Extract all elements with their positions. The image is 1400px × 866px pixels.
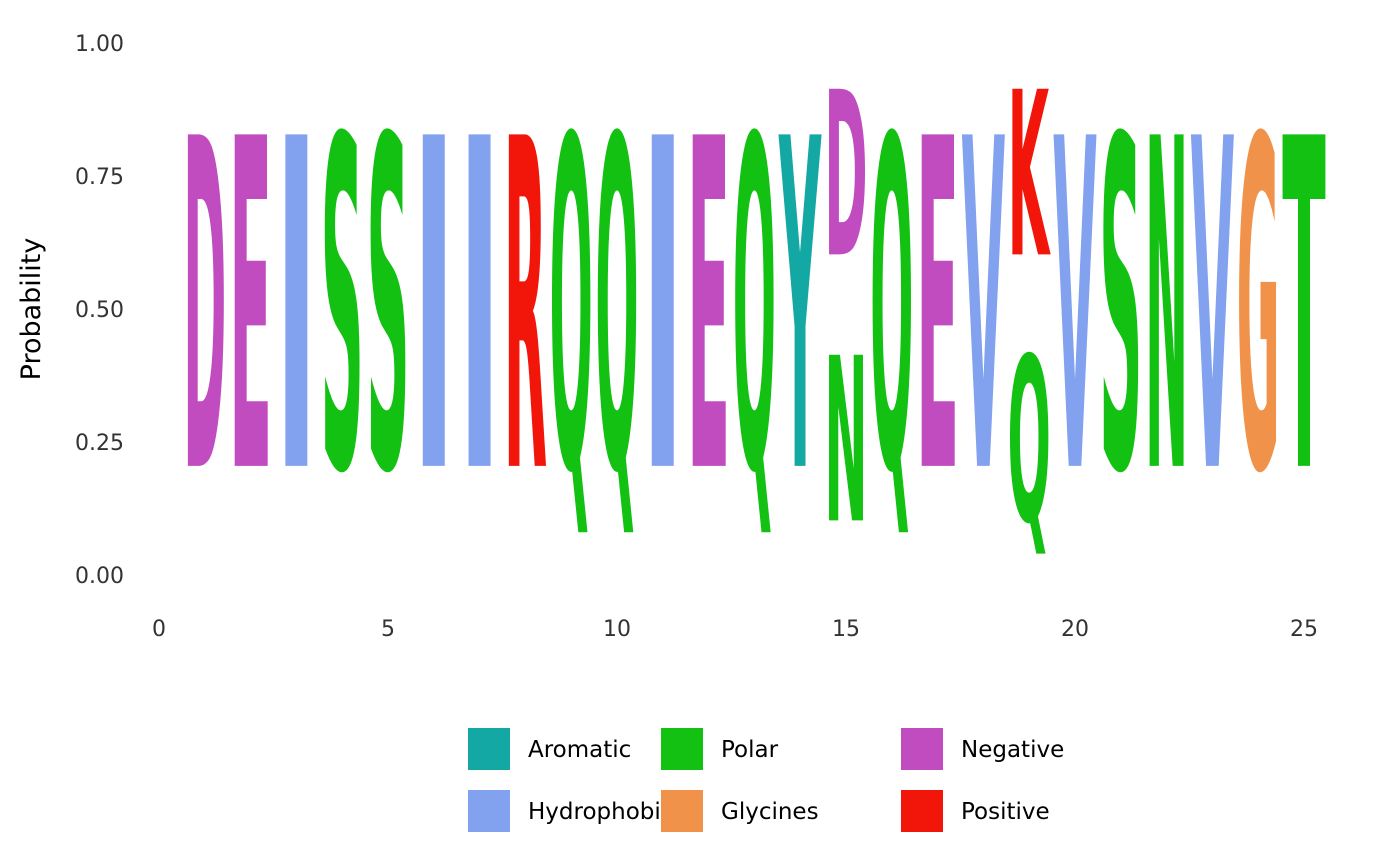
legend-swatch <box>468 790 510 832</box>
logo-letter-S-pos-4: S <box>320 45 364 574</box>
letter-glyph: G <box>1236 46 1280 574</box>
legend-item-negative: Negative <box>901 728 1064 770</box>
y-axis: 0.00 0.25 0.50 0.75 1.00 <box>75 32 124 589</box>
x-tick-label: 0 <box>152 617 166 642</box>
letter-glyph: S <box>320 45 364 574</box>
letter-glyph: R <box>504 45 548 574</box>
logo-letter-Q-pos-16: Q <box>870 46 914 574</box>
legend: Aromatic Hydrophobic Polar Glycines Negative… <box>468 728 1064 832</box>
letter-glyph: Q <box>595 46 639 574</box>
legend-item-aromatic: Aromatic <box>468 728 631 770</box>
letter-glyph: K <box>1007 44 1050 308</box>
logo-letter-K-pos-19: K <box>1007 44 1050 308</box>
letter-glyph: E <box>687 44 731 573</box>
y-tick-label: 1.00 <box>75 32 124 57</box>
legend-label: Glycines <box>721 799 819 825</box>
logo-letter-I-pos-6: I <box>412 45 456 574</box>
logo-letter-T-pos-25: T <box>1282 44 1326 573</box>
legend-item-polar: Polar <box>661 728 779 770</box>
logo-letter-V-pos-20: V <box>1053 45 1097 574</box>
letter-glyph: Q <box>1007 309 1051 574</box>
legend-swatch <box>661 728 703 770</box>
logo-letter-E-pos-12: E <box>687 44 731 573</box>
legend-label: Negative <box>961 737 1064 763</box>
legend-swatch <box>901 728 943 770</box>
letter-glyph: I <box>412 45 456 574</box>
legend-label: Positive <box>961 799 1050 825</box>
logo-letter-Q-pos-9: Q <box>549 46 593 574</box>
letter-glyph: D <box>183 46 227 574</box>
letter-glyph: Y <box>778 45 822 574</box>
y-tick-label: 0.00 <box>75 564 124 589</box>
logo-letter-G-pos-24: G <box>1236 46 1280 574</box>
letter-glyph: S <box>1099 45 1143 574</box>
x-tick-label: 15 <box>832 617 860 642</box>
letter-glyph: V <box>1191 45 1235 574</box>
logo-letter-I-pos-7: I <box>458 45 502 574</box>
logo-letter-D-pos-15: D <box>824 44 868 309</box>
letter-glyph: Q <box>733 46 777 574</box>
legend-swatch <box>901 790 943 832</box>
letter-glyph: V <box>1053 45 1097 574</box>
legend-item-hydrophobic: Hydrophobic <box>468 790 673 832</box>
logo-letter-V-pos-23: V <box>1191 45 1235 574</box>
letter-glyph: I <box>275 45 319 574</box>
logo-letter-S-pos-21: S <box>1099 45 1143 574</box>
y-tick-label: 0.75 <box>75 165 124 190</box>
logo-letter-Q-pos-10: Q <box>595 46 639 574</box>
letter-glyph: E <box>229 44 273 573</box>
x-tick-label: 10 <box>603 617 631 642</box>
x-tick-label: 20 <box>1061 617 1089 642</box>
logo-letter-N-pos-22: N <box>1145 46 1189 574</box>
letter-glyph: Q <box>870 46 914 574</box>
letter-glyph: I <box>641 45 685 574</box>
logo-letter-E-pos-17: E <box>916 44 960 573</box>
letter-glyph: T <box>1282 44 1326 573</box>
legend-swatch <box>468 728 510 770</box>
legend-label: Hydrophobic <box>528 799 673 825</box>
logo-letter-R-pos-8: R <box>504 45 548 574</box>
letter-glyph: E <box>916 44 960 573</box>
legend-label: Aromatic <box>528 737 631 763</box>
legend-swatch <box>661 790 703 832</box>
logo-letter-I-pos-11: I <box>641 45 685 574</box>
letter-glyph: N <box>824 310 867 575</box>
logo-letter-Q-pos-13: Q <box>733 46 777 574</box>
logo-letter-V-pos-18: V <box>962 45 1006 574</box>
y-axis-title: Probability <box>16 238 47 381</box>
x-tick-label: 5 <box>381 617 395 642</box>
letter-glyph: S <box>366 45 410 574</box>
logo-letter-N-pos-15: N <box>824 310 867 575</box>
logo-letter-S-pos-5: S <box>366 45 410 574</box>
logo-letter-Y-pos-14: Y <box>778 45 822 574</box>
letter-glyph: N <box>1145 46 1189 574</box>
letter-glyph: D <box>824 44 868 309</box>
y-tick-label: 0.50 <box>75 298 124 323</box>
letter-glyph: V <box>962 45 1006 574</box>
logo-letter-Q-pos-19: Q <box>1007 309 1051 574</box>
y-tick-label: 0.25 <box>75 431 124 456</box>
legend-item-positive: Positive <box>901 790 1050 832</box>
x-tick-label: 25 <box>1290 617 1318 642</box>
legend-item-glycines: Glycines <box>661 790 819 832</box>
logo-letter-D-pos-1: D <box>183 46 227 574</box>
logo-letter-I-pos-3: I <box>275 45 319 574</box>
x-axis: 0 5 10 15 20 25 <box>152 617 1318 642</box>
plot-area: D E I S S I I R Q Q I E Q Y ND Q E V QK V S N V G T <box>183 44 1326 575</box>
logo-letter-E-pos-2: E <box>229 44 273 573</box>
legend-label: Polar <box>721 737 779 763</box>
letter-glyph: Q <box>549 46 593 574</box>
letter-glyph: I <box>458 45 502 574</box>
